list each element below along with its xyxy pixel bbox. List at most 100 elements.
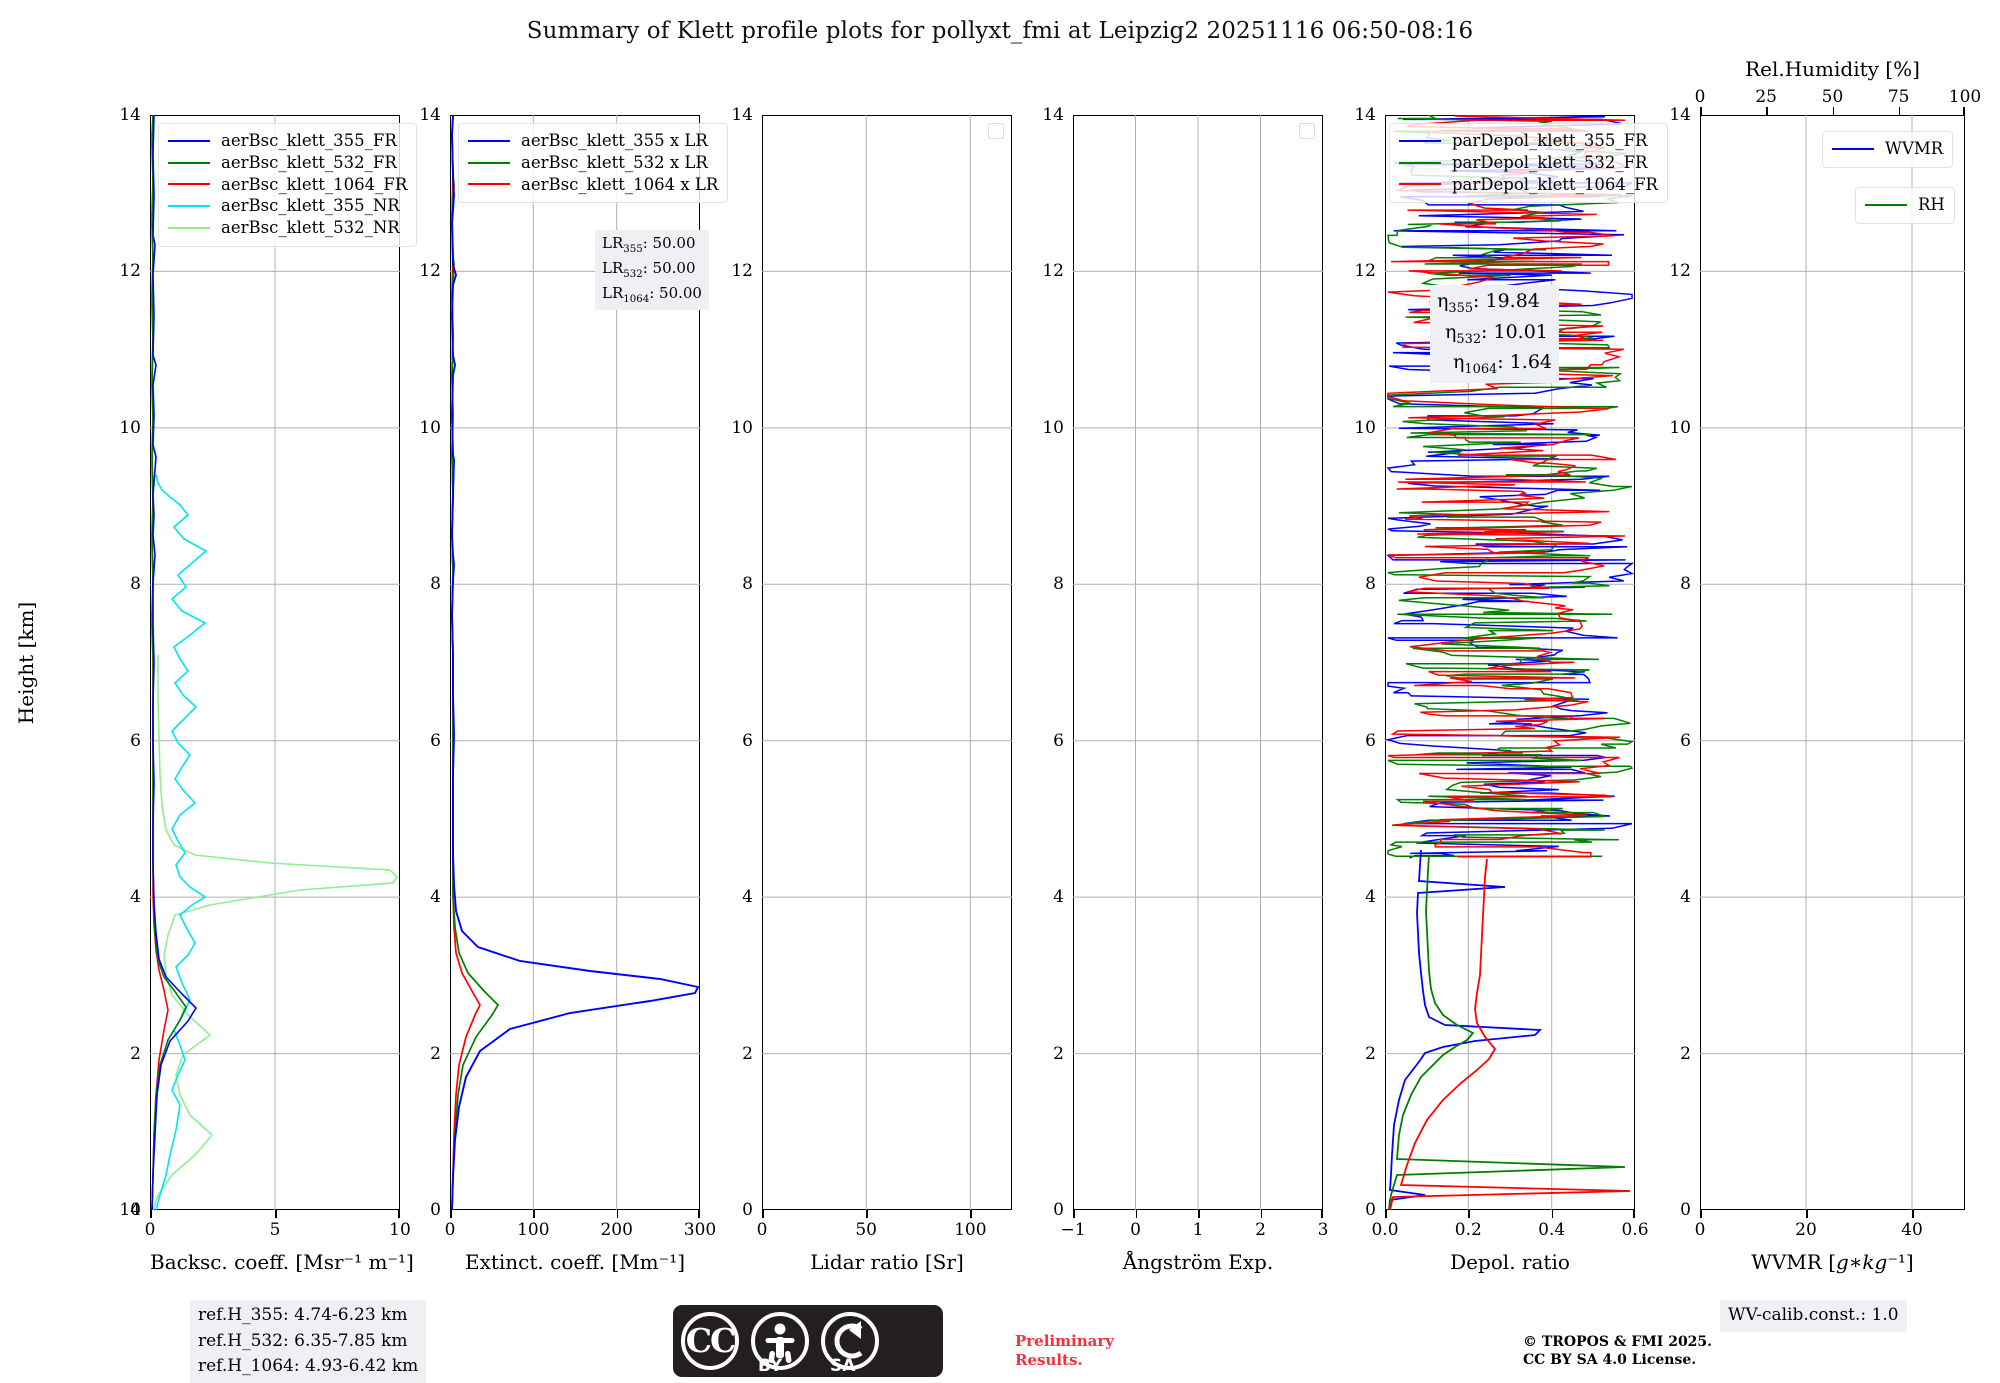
y-tick-label: 0 [1053, 1200, 1064, 1220]
copyright-note: © TROPOS & FMI 2025. CC BY SA 4.0 Licens… [1523, 1333, 1712, 1369]
x-tick-label: 100 [517, 1220, 550, 1240]
y-tick-label: 8 [1680, 574, 1691, 595]
legend-label: WVMR [1885, 139, 1944, 158]
top-x-tick-label: 50 [1821, 87, 1844, 107]
legend-label: parDepol_klett_355_FR [1452, 131, 1648, 150]
x-axis-label-wvmr: WVMR [𝑔∗𝑘𝑔⁻¹] [1751, 1250, 1914, 1274]
y-tick-label: 14 [419, 105, 441, 125]
line-swatch-icon [168, 183, 210, 186]
y-tick-label: 12 [1042, 261, 1064, 282]
legend-label: aerBsc_klett_355_NR [221, 196, 400, 216]
line-swatch-icon [1399, 139, 1441, 142]
y-tick-label: 12 [119, 261, 141, 282]
y-tick-label: 0 [130, 1200, 141, 1220]
x-axis-label-angstrom: Ångström Exp. [1122, 1250, 1274, 1274]
x-tick-label: 0 [444, 1220, 456, 1240]
empty-legend-placeholder [988, 123, 1004, 139]
legend-label: aerBsc_klett_532 x LR [521, 152, 708, 172]
eta-annotation: η355: 19.84 η532: 10.01 η1064: 1.64 [1430, 285, 1560, 383]
line-swatch-icon [468, 161, 510, 164]
x-tick-label: 0 [756, 1220, 768, 1240]
legend-item: WVMR [1832, 138, 1943, 160]
line-swatch-icon [468, 139, 510, 142]
legend-depolarization[interactable]: parDepol_klett_355_FR parDepol_klett_532… [1389, 123, 1668, 204]
y-tick-label: 2 [1053, 1043, 1064, 1064]
legend-wvmr[interactable]: WVMR [1822, 131, 1954, 168]
legend-label: aerBsc_klett_532_FR [221, 152, 397, 172]
y-tick-label: 0 [430, 1200, 441, 1220]
empty-legend-placeholder [1299, 123, 1315, 139]
legend-backscatter[interactable]: aerBsc_klett_355_FR aerBsc_klett_532_FR … [158, 123, 418, 247]
preliminary-line-2: Results. [1015, 1350, 1083, 1369]
x-tick-label: 5 [269, 1220, 281, 1240]
y-tick-label: 8 [1053, 574, 1064, 595]
y-tick-label: 0 [1365, 1200, 1376, 1220]
x-tick-label: −1 [1060, 1220, 1086, 1240]
top-x-tick-label: 0 [1694, 87, 1706, 107]
lr-532-row: LR532: 50.00 [602, 258, 696, 280]
y-axis-label: Height [km] [14, 601, 38, 725]
legend-label: parDepol_klett_1064_FR [1452, 174, 1658, 194]
copyright-line-1: © TROPOS & FMI 2025. [1523, 1334, 1713, 1350]
y-tick-label: 6 [130, 730, 141, 751]
y-tick-label: 12 [419, 261, 441, 282]
legend-item: parDepol_klett_355_FR [1399, 130, 1658, 152]
lr-1064-row: LR1064: 50.00 [602, 283, 702, 305]
legend-extinction[interactable]: aerBsc_klett_355 x LR aerBsc_klett_532 x… [458, 123, 729, 204]
panel-extinction: 14 12 10 8 6 4 2 0 0 100 200 300 Extinct… [419, 105, 729, 1274]
ref-height-532: ref.H_532: 6.35-7.85 km [198, 1330, 408, 1351]
line-swatch-icon [1399, 183, 1441, 186]
share-alike-glyph [834, 1321, 863, 1359]
y-tick-label: 4 [430, 887, 441, 908]
top-x-tick-label: 100 [1948, 87, 1982, 107]
eta-355-row: η355: 19.84 [1437, 290, 1540, 316]
legend-label: RH [1918, 195, 1945, 214]
cc-icon-label: CC [685, 1321, 737, 1360]
y-tick-label: 6 [1365, 730, 1376, 751]
legend-item: RH [1865, 194, 1945, 216]
panel-depolarization: 14 12 10 8 6 4 2 0 0.0 0.2 0.4 0.6 Depol… [1354, 105, 1668, 1274]
legend-label: parDepol_klett_532_FR [1452, 152, 1648, 172]
y-tick-label: 14 [1669, 105, 1691, 125]
wv-calibration-box: WV-calib.const.: 1.0 [1720, 1300, 1907, 1332]
line-swatch-icon [168, 226, 210, 229]
line-swatch-icon [468, 183, 510, 186]
copyright-line-2: CC BY SA 4.0 License. [1523, 1352, 1697, 1369]
y-tick-label: 12 [1354, 261, 1376, 282]
x-tick-label: 1 [1192, 1220, 1204, 1240]
y-tick-label: 14 [119, 105, 141, 125]
y-tick-label: 10 [419, 417, 441, 438]
y-tick-label: 14 [731, 105, 753, 125]
y-tick-label: 0 [742, 1200, 753, 1220]
y-tick-label: 6 [742, 730, 753, 751]
legend-item: parDepol_klett_1064_FR [1399, 174, 1658, 196]
line-swatch-icon [168, 139, 210, 142]
ref-height-355: ref.H_355: 4.74-6.23 km [198, 1305, 408, 1325]
legend-item: aerBsc_klett_1064_FR [168, 174, 407, 196]
y-tick-label: 4 [1365, 887, 1376, 908]
y-tick-label: 8 [130, 574, 141, 595]
y-tick-label: 14 [1354, 105, 1376, 125]
cc-license-badge[interactable]: CC BY SA [673, 1305, 943, 1377]
axes-wvmr [1700, 115, 1965, 1210]
lr-355-row: LR355: 50.00 [602, 234, 696, 255]
eta-532-row: η532: 10.01 [1445, 320, 1548, 347]
x-tick-label: 10 [389, 1220, 411, 1240]
x-axis-label-lidar-ratio: Lidar ratio [Sr] [810, 1250, 964, 1274]
y-tick-label: 0 [1680, 1200, 1691, 1220]
y-tick-label: 4 [742, 887, 753, 908]
top-x-tick-label: 25 [1755, 87, 1778, 107]
sa-label: SA [830, 1356, 856, 1376]
legend-rh[interactable]: RH [1855, 187, 1955, 224]
y-tick-label: 10 [1669, 417, 1691, 438]
x-axis-label-depolarization: Depol. ratio [1450, 1250, 1570, 1274]
plot-area-lidar-ratio [762, 115, 1012, 1210]
plot-area-wvmr [1700, 115, 1965, 1210]
legend-label: aerBsc_klett_1064_FR [221, 174, 408, 194]
x-tick-label: 3 [1317, 1220, 1329, 1240]
y-tick-label: 2 [430, 1043, 441, 1064]
legend-item: aerBsc_klett_355 x LR [468, 130, 718, 152]
cc-icon: CC [681, 1312, 739, 1370]
plot-area-depolarization [1385, 115, 1635, 1210]
